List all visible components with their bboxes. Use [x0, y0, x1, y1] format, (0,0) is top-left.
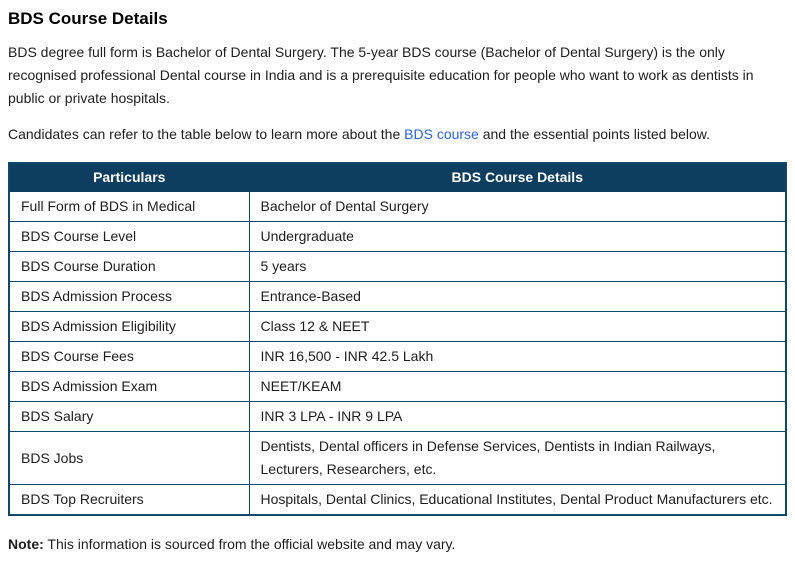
cell-detail: INR 3 LPA - INR 9 LPA	[248, 401, 787, 432]
cell-particular: BDS Admission Exam	[8, 371, 250, 402]
cell-particular: BDS Admission Process	[8, 281, 250, 312]
cell-detail: Undergraduate	[248, 221, 787, 252]
table-row: BDS Course Duration 5 years	[8, 251, 787, 282]
column-header-details: BDS Course Details	[248, 162, 787, 192]
cell-detail: Entrance-Based	[248, 281, 787, 312]
cell-particular: Full Form of BDS in Medical	[8, 191, 250, 222]
lead-text-after: and the essential points listed below.	[478, 126, 710, 142]
cell-detail: Dentists, Dental officers in Defense Ser…	[248, 431, 787, 485]
column-header-particulars: Particulars	[8, 162, 250, 192]
table-lead-paragraph: Candidates can refer to the table below …	[8, 123, 787, 146]
bds-course-link[interactable]: BDS course	[404, 126, 479, 142]
cell-detail: Hospitals, Dental Clinics, Educational I…	[248, 484, 787, 516]
note-label: Note:	[8, 536, 44, 552]
table-row: BDS Admission Eligibility Class 12 & NEE…	[8, 311, 787, 342]
cell-particular: BDS Course Fees	[8, 341, 250, 372]
lead-text-before: Candidates can refer to the table below …	[8, 126, 405, 142]
cell-particular: BDS Course Level	[8, 221, 250, 252]
cell-particular: BDS Salary	[8, 401, 250, 432]
table-row: BDS Admission Exam NEET/KEAM	[8, 371, 787, 402]
intro-paragraph: BDS degree full form is Bachelor of Dent…	[8, 44, 754, 106]
table-row: Full Form of BDS in Medical Bachelor of …	[8, 191, 787, 222]
table-row: BDS Salary INR 3 LPA - INR 9 LPA	[8, 401, 787, 432]
cell-detail: INR 16,500 - INR 42.5 Lakh	[248, 341, 787, 372]
note: Note: This information is sourced from t…	[8, 534, 787, 554]
bds-course-details-table: Particulars BDS Course Details Full Form…	[8, 162, 787, 516]
cell-particular: BDS Top Recruiters	[8, 484, 250, 516]
table-row: BDS Course Level Undergraduate	[8, 221, 787, 252]
cell-particular: BDS Course Duration	[8, 251, 250, 282]
note-body: This information is sourced from the off…	[43, 536, 456, 552]
cell-detail: 5 years	[248, 251, 787, 282]
cell-particular: BDS Jobs	[8, 431, 250, 485]
table-header-row: Particulars BDS Course Details	[8, 162, 787, 192]
cell-particular: BDS Admission Eligibility	[8, 311, 250, 342]
page-title: BDS Course Details	[8, 9, 168, 28]
cell-detail: NEET/KEAM	[248, 371, 787, 402]
cell-detail: Bachelor of Dental Surgery	[248, 191, 787, 222]
table-row: BDS Admission Process Entrance-Based	[8, 281, 787, 312]
table-row: BDS Top Recruiters Hospitals, Dental Cli…	[8, 484, 787, 516]
cell-detail: Class 12 & NEET	[248, 311, 787, 342]
table-row: BDS Course Fees INR 16,500 - INR 42.5 La…	[8, 341, 787, 372]
table-row: BDS Jobs Dentists, Dental officers in De…	[8, 431, 787, 485]
